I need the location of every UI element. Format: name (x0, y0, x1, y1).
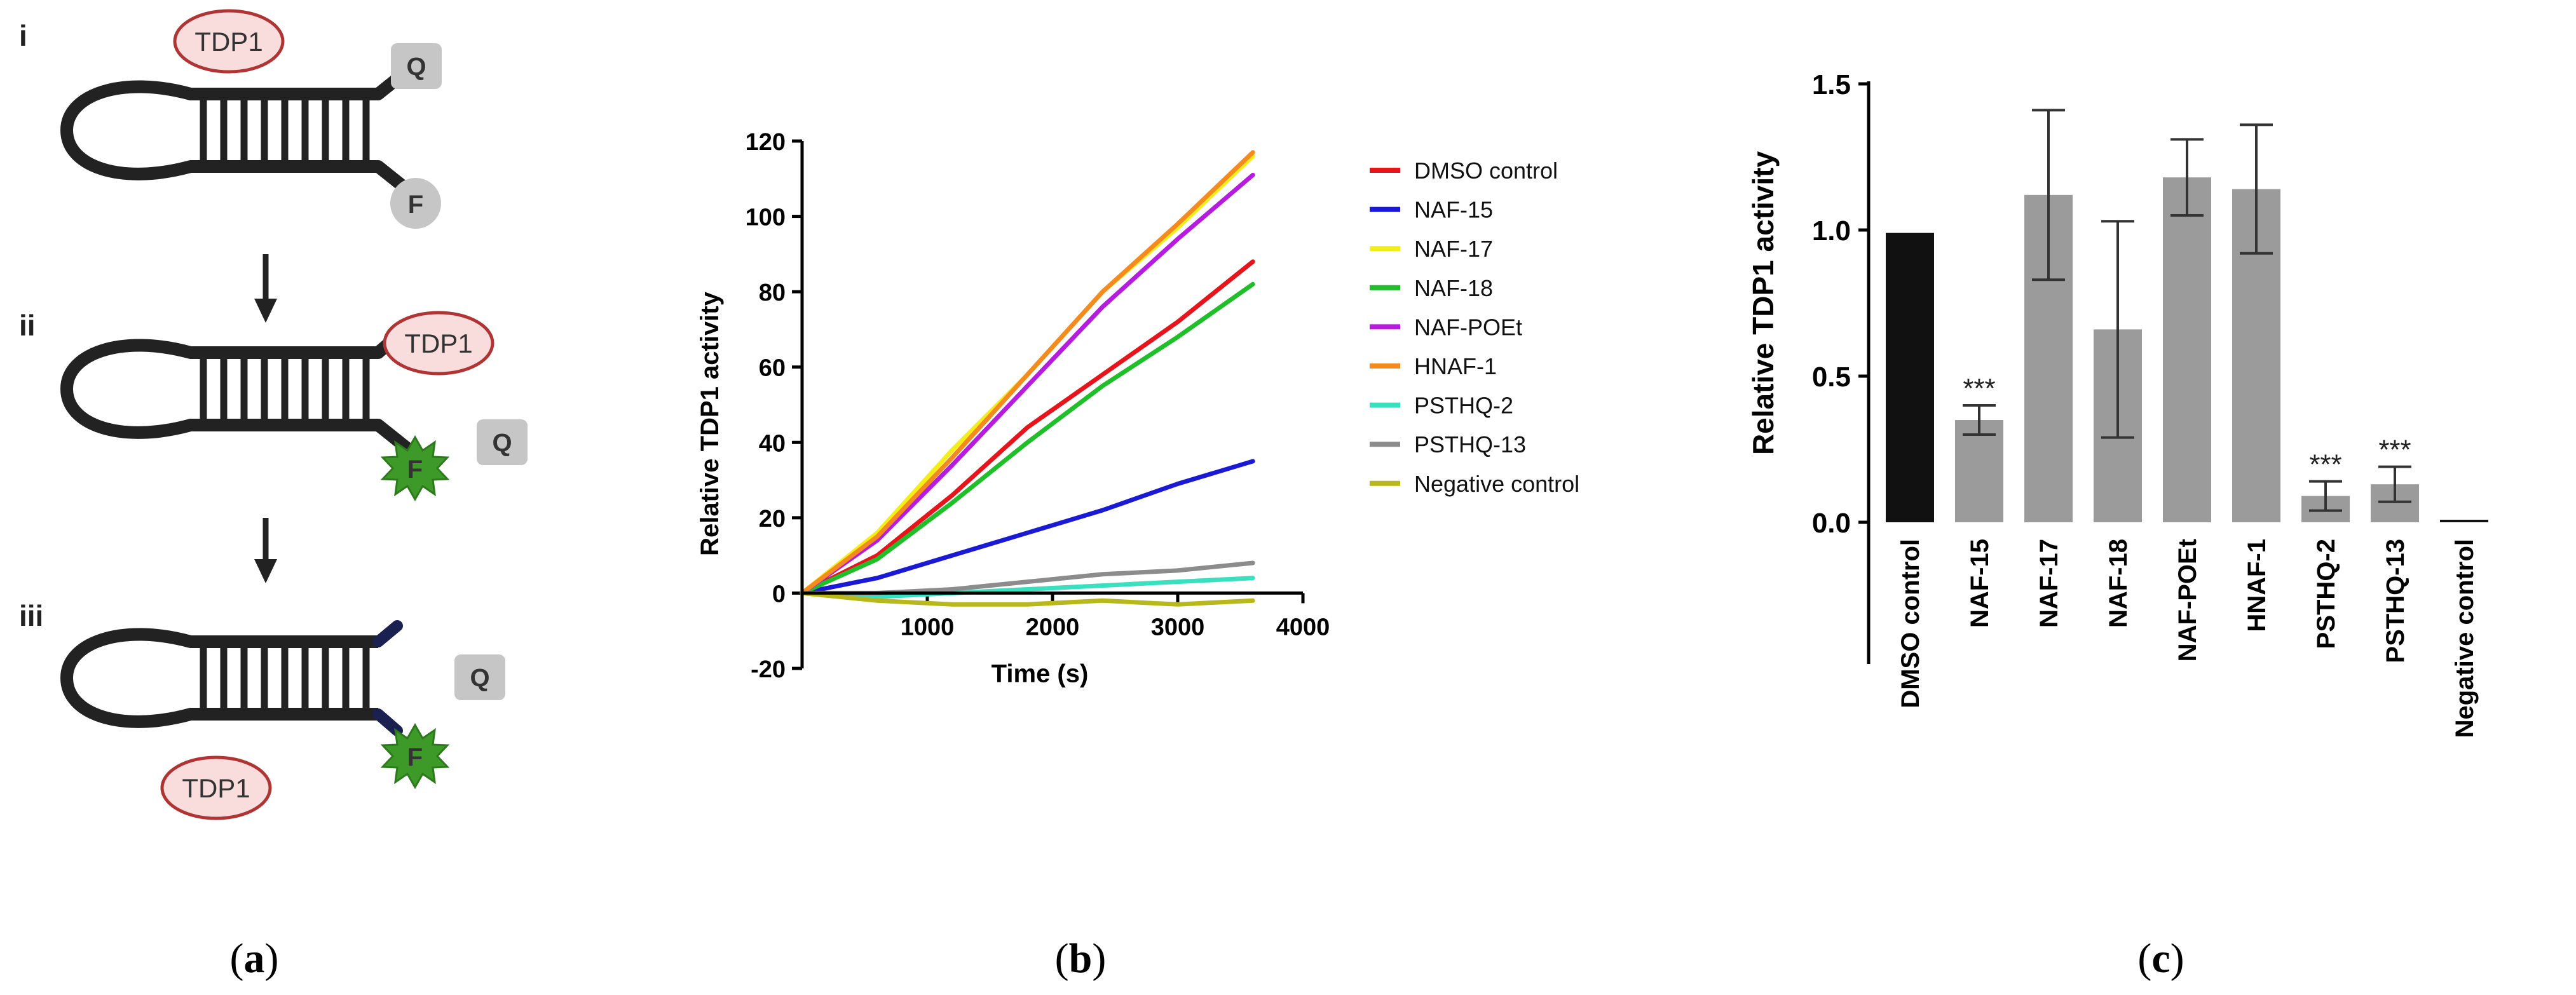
fluorophore-label-ii: F (407, 456, 423, 484)
fluorophore-quenched-i: F (390, 178, 441, 229)
y-tick-label: 1.5 (1812, 69, 1851, 100)
hairpin-probe-ii (60, 327, 413, 454)
enzyme-ellipse-i: TDP1 (173, 9, 285, 74)
x-axis-title: Time (s) (992, 660, 1089, 687)
legend-label: NAF-18 (1414, 275, 1493, 301)
step-label-i: i (19, 19, 27, 52)
caption-c: (c) (2137, 935, 2184, 982)
legend-label: DMSO control (1414, 158, 1558, 184)
bar-chart-svg: 0.0 0.5 1.0 1.5 *** *** *** DMSO control NAF-1… (1747, 69, 2488, 982)
series-line-6 (800, 576, 1255, 599)
quencher-i: Q (391, 43, 442, 89)
y-tick-label: 120 (746, 129, 786, 156)
series-line-0 (800, 259, 1255, 595)
fluorophore-star-icon-ii: F (380, 435, 450, 502)
series-line-1 (800, 459, 1255, 595)
bar (1886, 233, 1934, 522)
series-lines (800, 150, 1255, 607)
enzyme-ellipse-iii: TDP1 (160, 755, 272, 820)
y-tick-label: 20 (759, 506, 786, 532)
category-label: Negative control (2451, 539, 2479, 738)
series-line-4 (800, 172, 1255, 595)
fluorophore-label-iii: F (407, 743, 423, 771)
caption-a: (a) (230, 935, 279, 982)
y-tick-label: 0 (772, 581, 786, 607)
legend-label: PSTHQ-13 (1414, 431, 1526, 457)
step-label-iii: iii (19, 599, 43, 632)
y-tick-label: 0.0 (1812, 508, 1851, 539)
legend-label: PSTHQ-2 (1414, 393, 1513, 419)
significance-annotations: *** *** *** (1963, 373, 2411, 480)
category-label: HNAF-1 (2243, 539, 2271, 632)
y-tick-label: 100 (746, 205, 786, 231)
quencher-iii: Q (454, 654, 505, 700)
y-tick-label: 80 (759, 280, 786, 306)
legend-label: HNAF-1 (1414, 353, 1497, 379)
category-label: DMSO control (1897, 539, 1925, 708)
panel-c-bar-chart: 0.0 0.5 1.0 1.5 *** *** *** DMSO control NAF-1… (1678, 0, 2576, 992)
legend-label: NAF-POEt (1414, 314, 1522, 340)
quencher-ii: Q (477, 419, 528, 465)
quencher-label-iii: Q (470, 664, 489, 692)
quencher-label-ii: Q (492, 429, 512, 457)
x-tick-label: 2000 (1026, 614, 1080, 640)
category-label: NAF-POEt (2174, 539, 2202, 661)
y-tick-label: 40 (759, 430, 786, 457)
bar (2163, 177, 2211, 522)
y-tick-label: -20 (751, 656, 786, 683)
y-tick-label: 1.0 (1812, 215, 1851, 247)
enzyme-label-i: TDP1 (194, 27, 262, 57)
y-axis-title: Relative TDP1 activity (1747, 151, 1780, 456)
quencher-label-i: Q (406, 53, 426, 81)
fluorophore-star-icon-iii: F (380, 722, 450, 790)
x-tick-label: 3000 (1151, 614, 1205, 640)
arrow-down-icon (254, 518, 277, 583)
panel-a-schematic: i ii iii TDP1 Q F (0, 0, 636, 992)
category-labels: DMSO control NAF-15 NAF-17 NAF-18 NAF-POEt HN… (1897, 539, 2479, 738)
legend-label: NAF-15 (1414, 197, 1493, 223)
category-label: NAF-15 (1966, 539, 1994, 628)
enzyme-label-iii: TDP1 (182, 773, 250, 803)
legend-label: NAF-17 (1414, 236, 1493, 262)
legend-label: Negative control (1414, 471, 1579, 497)
x-tick-label: 1000 (901, 614, 955, 640)
bar (2440, 520, 2488, 522)
error-bars (1963, 109, 2411, 512)
hairpin-probe-i (60, 65, 413, 196)
arrow-down-icon (254, 254, 277, 323)
caption-b: (b) (1055, 935, 1107, 982)
y-tick-label: 0.5 (1812, 362, 1851, 393)
significance-label: *** (2378, 435, 2411, 466)
y-tick-label: 60 (759, 355, 786, 382)
y-axis-title: Relative TDP1 activity (696, 291, 724, 555)
bar (1955, 420, 2003, 522)
hairpin-probe-iii (60, 620, 403, 736)
panel-b-line-chart: -20 0 20 40 60 80 100 120 1000 2000 3000 4000 Rela… (661, 0, 1640, 992)
bars (1886, 177, 2488, 523)
category-label: PSTHQ-13 (2382, 539, 2409, 663)
significance-label: *** (1963, 373, 1995, 404)
x-axis-ticks: 1000 2000 3000 4000 (901, 593, 1330, 640)
series-line-5 (800, 150, 1255, 595)
schematic-svg: i ii iii TDP1 Q F (19, 9, 528, 982)
legend: DMSO control NAF-15 NAF-17 NAF-18 NAF-POEt HN… (1370, 158, 1579, 497)
line-chart-svg: -20 0 20 40 60 80 100 120 1000 2000 3000 4000 Rela… (696, 129, 1579, 982)
y-axis-ticks: 0.0 0.5 1.0 1.5 (1812, 69, 1869, 539)
step-label-ii: ii (19, 309, 36, 342)
enzyme-ellipse-ii: TDP1 (383, 311, 494, 376)
category-label: NAF-18 (2104, 539, 2132, 628)
enzyme-label-ii: TDP1 (404, 328, 472, 358)
category-label: NAF-17 (2035, 539, 2063, 628)
series-line-8 (800, 590, 1255, 607)
category-label: PSTHQ-2 (2312, 539, 2340, 649)
significance-label: *** (2309, 449, 2341, 480)
x-tick-label: 4000 (1276, 614, 1330, 640)
fluorophore-label-i: F (408, 191, 423, 219)
series-line-3 (800, 281, 1255, 595)
y-axis-ticks: -20 0 20 40 60 80 100 120 (746, 129, 802, 683)
